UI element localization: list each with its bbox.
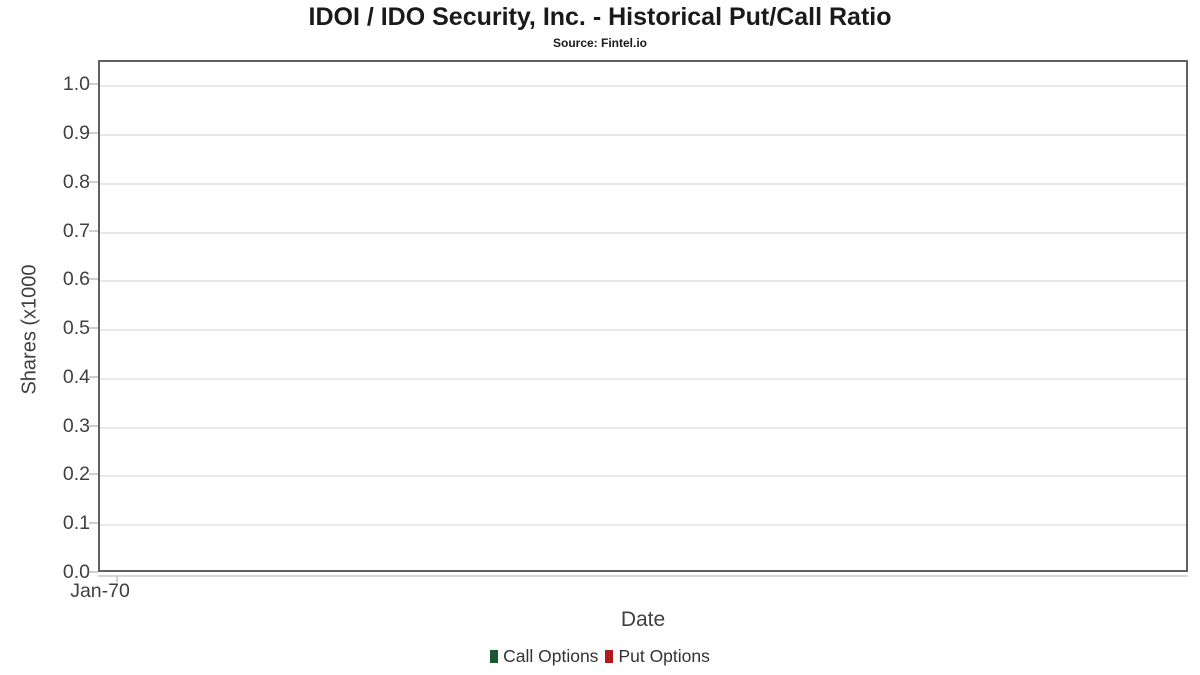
chart-title: IDOI / IDO Security, Inc. - Historical P… <box>308 3 892 31</box>
gridline <box>100 329 1186 332</box>
y-tick-mark <box>89 327 98 330</box>
x-axis-line <box>98 575 1188 577</box>
legend-item-put-options[interactable]: Put Options <box>605 646 710 667</box>
legend-label: Call Options <box>503 646 599 666</box>
y-tick-mark <box>89 83 98 86</box>
y-tick-mark <box>89 424 98 427</box>
gridline <box>100 85 1186 88</box>
y-axis-title: Shares (x1000 <box>18 264 41 395</box>
y-tick-label: 0.5 <box>62 317 90 340</box>
put-options-swatch-icon <box>605 650 614 663</box>
gridline <box>100 182 1186 185</box>
gridline <box>100 231 1186 234</box>
y-tick-label: 0.4 <box>62 365 90 388</box>
gridline <box>100 377 1186 380</box>
y-tick-label: 0.1 <box>62 512 90 535</box>
y-tick-label: 1.0 <box>62 73 90 96</box>
gridline <box>100 134 1186 137</box>
plot-area <box>98 60 1188 572</box>
y-tick-label: 0.8 <box>62 170 90 193</box>
y-tick-label: 0.6 <box>62 268 90 291</box>
y-tick-mark <box>89 132 98 135</box>
y-tick-mark <box>89 473 98 476</box>
y-tick-label: 0.2 <box>62 463 90 486</box>
y-tick-label: 0.3 <box>62 414 90 437</box>
gridline <box>100 280 1186 283</box>
y-tick-mark <box>89 278 98 281</box>
gridline <box>100 426 1186 429</box>
chart-subtitle: Source: Fintel.io <box>552 36 647 50</box>
y-tick-label: 0.7 <box>62 219 90 242</box>
x-tick-label: Jan-70 <box>70 580 130 602</box>
y-tick-label: 0.0 <box>62 561 90 583</box>
legend: Call Options Put Options <box>0 646 1200 667</box>
y-tick-mark <box>89 180 98 183</box>
legend-item-call-options[interactable]: Call Options <box>490 646 598 667</box>
x-axis-title: Date <box>620 608 666 631</box>
gridline <box>100 475 1186 478</box>
y-tick-mark <box>89 375 98 378</box>
call-options-swatch-icon <box>490 650 499 663</box>
y-tick-mark <box>89 522 98 525</box>
y-tick-mark <box>89 571 98 573</box>
y-tick-label: 0.9 <box>62 122 90 145</box>
y-tick-mark <box>89 229 98 232</box>
gridline <box>100 524 1186 527</box>
x-tick-mark <box>116 576 118 582</box>
legend-label: Put Options <box>618 646 710 666</box>
